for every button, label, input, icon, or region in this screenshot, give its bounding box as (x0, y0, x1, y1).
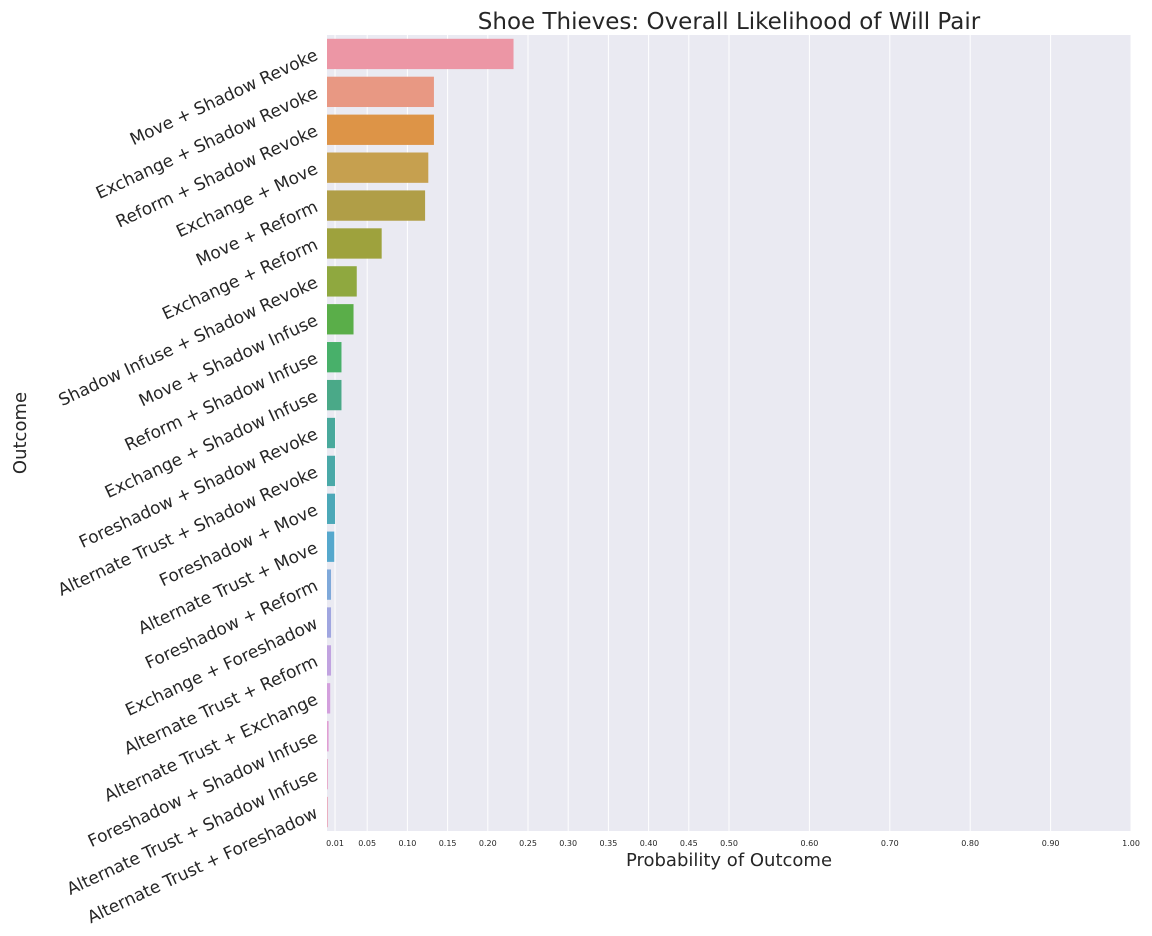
bar (327, 266, 357, 297)
bar (327, 152, 429, 183)
bar (327, 190, 426, 221)
bar (327, 493, 336, 524)
x-tick-labels: 0.01 0.05 0.10 0.15 0.20 0.25 0.30 0.35 0.40 0.45… (326, 839, 1140, 848)
x-tick-label: 0.30 (559, 839, 577, 848)
bar (327, 569, 332, 600)
x-tick-label: 0.45 (680, 839, 698, 848)
x-tick-label: 0.05 (358, 839, 376, 848)
bar (327, 114, 434, 145)
bar (327, 796, 328, 828)
bar (327, 758, 328, 790)
bars (327, 38, 514, 828)
bar (327, 228, 382, 259)
x-tick-label: 0.40 (640, 839, 658, 848)
bar (327, 531, 335, 562)
y-axis-title: Outcome (10, 392, 31, 474)
x-tick-label: 0.20 (479, 839, 497, 848)
x-tick-label: 0.10 (398, 839, 416, 848)
x-tick-label: 0.01 (326, 839, 344, 848)
x-tick-label: 0.90 (1042, 839, 1060, 848)
x-tick-label: 0.80 (961, 839, 979, 848)
bar (327, 455, 336, 487)
x-tick-label: 0.70 (881, 839, 899, 848)
x-axis-title: Probability of Outcome (626, 850, 832, 871)
chart-title: Shoe Thieves: Overall Likelihood of Will… (478, 9, 981, 35)
bar (327, 304, 354, 335)
x-tick-label: 0.15 (439, 839, 457, 848)
x-tick-label: 1.00 (1122, 839, 1140, 848)
bar (327, 721, 329, 752)
bar (327, 417, 336, 449)
x-tick-label: 0.25 (519, 839, 537, 848)
bar (327, 38, 514, 70)
bar (327, 607, 332, 638)
x-tick-label: 0.60 (800, 839, 818, 848)
bar (327, 76, 434, 108)
x-tick-label: 0.50 (720, 839, 738, 848)
bar (327, 379, 342, 411)
bar (327, 342, 342, 373)
x-tick-label: 0.35 (599, 839, 617, 848)
bar (327, 683, 331, 714)
bar (327, 645, 332, 676)
